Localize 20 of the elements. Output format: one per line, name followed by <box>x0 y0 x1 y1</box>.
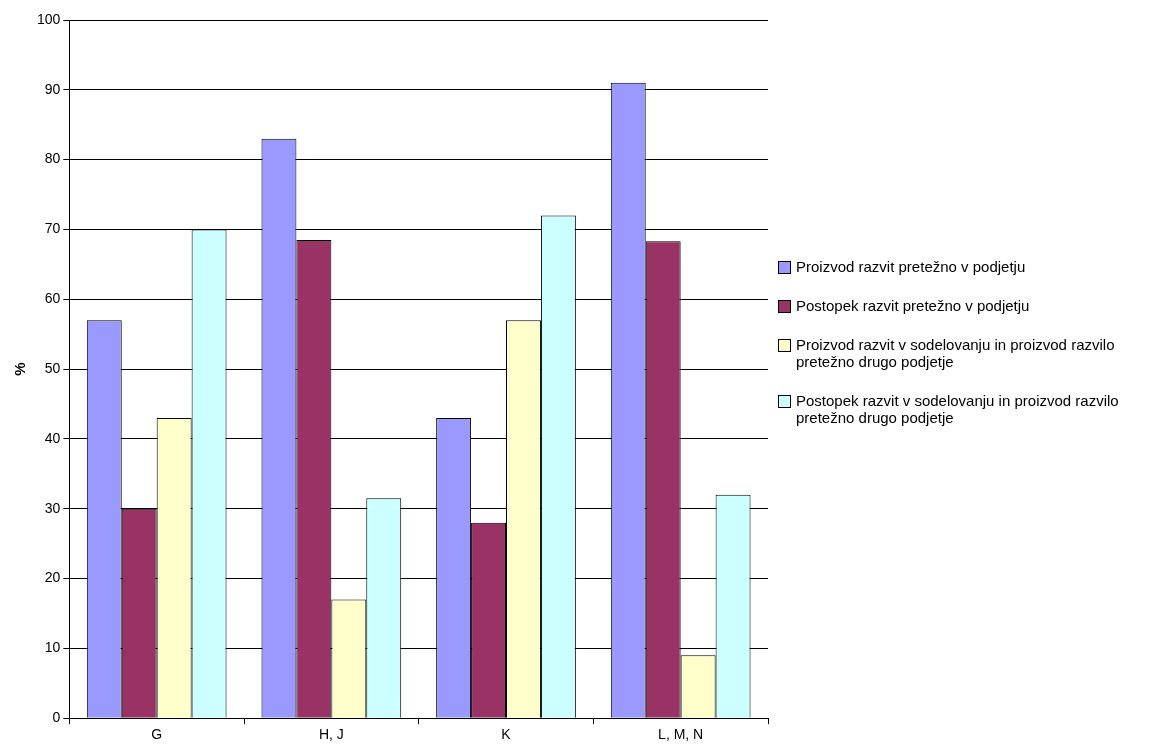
legend-label: Proizvod razvit v sodelovanju in proizvod razvilo pretežno drugo podjetje <box>796 336 1116 370</box>
x-tick-label: K <box>501 726 512 743</box>
legend-label: Postopek razvit pretežno v podjetju <box>796 297 1031 314</box>
y-tick-label: 100 <box>37 10 61 27</box>
y-tick-label: 70 <box>44 220 61 237</box>
y-tick-label: 20 <box>44 569 61 586</box>
y-tick-label: 40 <box>44 429 61 446</box>
x-tick-label: H, J <box>318 726 344 743</box>
y-tick-label: 90 <box>44 80 61 97</box>
y-axis-title: % <box>11 362 29 376</box>
y-tick-label: 80 <box>44 150 61 167</box>
y-tick-label: 60 <box>44 290 61 307</box>
y-tick-label: 30 <box>44 499 61 516</box>
x-tick-label: L, M, N <box>658 726 704 743</box>
legend-label: Proizvod razvit pretežno v podjetju <box>796 258 1027 275</box>
y-tick-label: 50 <box>44 359 61 376</box>
x-tick-label: G <box>151 726 163 743</box>
y-tick-label: 10 <box>44 639 61 656</box>
legend-label: Postopek razvit v sodelovanju in proizvod razvilo pretežno drugo podjetje <box>796 392 1120 426</box>
y-tick-label: 0 <box>52 709 61 726</box>
